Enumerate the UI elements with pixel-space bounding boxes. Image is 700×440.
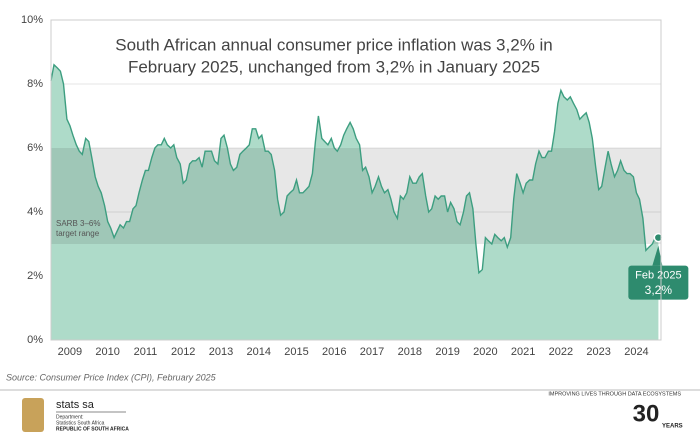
y-tick-label: 4% <box>27 206 43 218</box>
y-tick-label: 10% <box>21 14 43 26</box>
x-tick-label: 2024 <box>624 346 648 358</box>
x-tick-label: 2015 <box>284 346 308 358</box>
department: Department: <box>56 414 84 420</box>
target-band <box>51 148 661 244</box>
x-tick-label: 2022 <box>549 346 573 358</box>
y-tick-label: 6% <box>27 142 43 154</box>
anniversary: 30 <box>633 400 660 427</box>
target-label: SARB 3–6% <box>56 219 100 228</box>
department: Statistics South Africa <box>56 420 105 426</box>
y-tick-label: 2% <box>27 270 43 282</box>
x-tick-label: 2010 <box>95 346 119 358</box>
coat-of-arms <box>22 398 44 432</box>
line <box>50 63 659 275</box>
x-tick-label: 2021 <box>511 346 535 358</box>
callout-pointer <box>652 245 663 266</box>
source: Source: Consumer Price Index (CPI), Febr… <box>6 372 217 382</box>
plot-border <box>50 19 662 341</box>
tagline: IMPROVING LIVES THROUGH DATA ECOSYSTEMS <box>548 391 681 397</box>
anniversary: YEARS <box>662 424 683 430</box>
x-tick-label: 2009 <box>58 346 82 358</box>
target-label: target range <box>56 229 100 238</box>
x-tick-label: 2017 <box>360 346 384 358</box>
x-tick-label: 2020 <box>473 346 497 358</box>
chart-title: February 2025, unchanged from 3,2% in Ja… <box>128 57 540 76</box>
x-tick-label: 2016 <box>322 346 346 358</box>
x-tick-label: 2019 <box>435 346 459 358</box>
callout <box>628 265 689 300</box>
plot: 0% 2% 4% 6% 8% 10% 2009 2010 2011 2012 2013 2014 201… <box>21 14 689 358</box>
y-tick-label: 8% <box>27 78 43 90</box>
x-tick-label: 2011 <box>134 346 158 358</box>
x-tick-label: 2012 <box>171 346 195 358</box>
x-tick-label: 2013 <box>209 346 233 358</box>
logo-text: stats sa <box>56 399 95 411</box>
area <box>51 64 659 341</box>
x-tick-label: 2018 <box>398 346 422 358</box>
callout-value: 3,2% <box>645 283 673 297</box>
point <box>653 232 664 243</box>
x-tick-label: 2023 <box>586 346 610 358</box>
department: REPUBLIC OF SOUTH AFRICA <box>56 426 129 432</box>
callout-label: Feb 2025 <box>635 270 681 282</box>
x-tick-label: 2014 <box>246 346 270 358</box>
chart-title: South African annual consumer price infl… <box>115 35 553 54</box>
y-tick-label: 0% <box>27 334 43 346</box>
